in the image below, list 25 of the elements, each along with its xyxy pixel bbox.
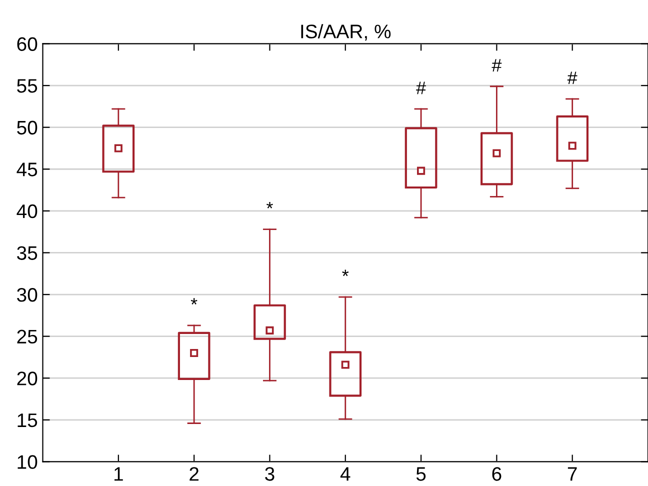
x-tick-label: 6 [492, 467, 502, 481]
x-tick-label: 2 [190, 467, 199, 481]
annotation: # [416, 82, 426, 94]
y-tick-label: 40 [16, 204, 38, 218]
y-tick-label: 15 [18, 414, 38, 428]
x-tick-label: 1 [114, 467, 123, 481]
x-tick-label: 5 [416, 467, 426, 481]
y-tick-label: 55 [17, 79, 38, 93]
y-tick-label: 50 [17, 120, 38, 135]
annotation: * [342, 270, 349, 276]
y-tick-label: 10 [18, 455, 38, 469]
y-tick-label: 60 [17, 37, 38, 51]
y-tick-label: 25 [17, 330, 38, 344]
x-tick-label: 4 [340, 467, 350, 481]
x-tick-label: 7 [568, 467, 577, 481]
annotation: * [190, 298, 198, 305]
y-tick-label: 45 [16, 162, 38, 176]
annotation: * [266, 202, 273, 208]
y-tick-label: 30 [17, 288, 38, 302]
chart-title: IS/AAR, % [301, 24, 391, 41]
y-tick-label: 35 [17, 246, 38, 260]
x-tick-label: 3 [265, 467, 274, 481]
annotation: # [567, 72, 578, 84]
y-tick-label: 20 [17, 372, 38, 386]
annotation: # [492, 59, 502, 72]
